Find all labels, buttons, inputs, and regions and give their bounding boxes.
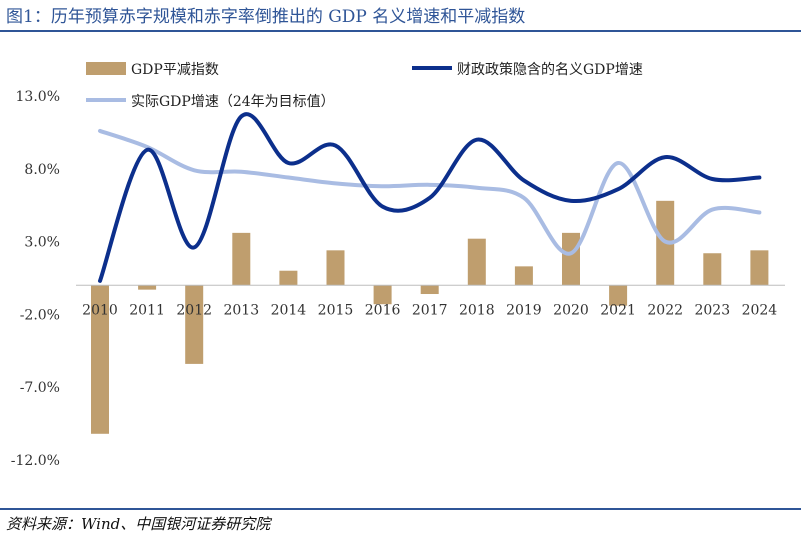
x-tick-label: 2022 xyxy=(647,302,683,318)
deflator-bar xyxy=(467,238,486,286)
deflator-bar xyxy=(373,285,392,305)
footer-divider xyxy=(0,508,801,510)
deflator-bar xyxy=(138,285,157,290)
chart-title: 图1：历年预算赤字规模和赤字率倒推出的 GDP 名义增速和平减指数 xyxy=(6,7,526,27)
deflator-bar xyxy=(326,250,345,286)
x-tick-label: 2017 xyxy=(412,302,448,318)
y-tick-label: -12.0% xyxy=(11,453,60,469)
deflator-bar xyxy=(750,250,769,286)
deflator-bar xyxy=(562,232,580,286)
x-tick-label: 2024 xyxy=(742,302,778,318)
x-tick-label: 2011 xyxy=(129,302,165,318)
x-tick-label: 2010 xyxy=(82,302,118,318)
x-tick-label: 2014 xyxy=(271,302,307,318)
title-divider xyxy=(0,30,801,32)
legend-label-nominal: 财政政策隐含的名义GDP增速 xyxy=(457,61,643,78)
deflator-bar xyxy=(91,285,109,434)
source-note: 资料来源：Wind、中国银河证券研究院 xyxy=(6,515,271,533)
bar-series xyxy=(91,200,769,434)
legend-swatch-deflator xyxy=(86,62,126,75)
real-gdp-growth-line xyxy=(98,128,762,256)
x-tick-labels: 2010 2011 2012 2013 2014 2015 2016 2017 2018 2019… xyxy=(82,302,777,318)
deflator-bar xyxy=(514,266,533,286)
y-tick-label: 13.0% xyxy=(16,89,60,105)
y-tick-label: -7.0% xyxy=(20,380,60,396)
deflator-bar xyxy=(279,270,298,286)
x-tick-label: 2016 xyxy=(365,302,401,318)
deflator-bar xyxy=(703,253,722,286)
x-tick-label: 2012 xyxy=(176,302,212,318)
deflator-bar xyxy=(609,285,628,306)
deflator-bar xyxy=(185,285,204,364)
implied-nominal-gdp-line xyxy=(98,112,762,283)
x-tick-label: 2023 xyxy=(694,302,730,318)
x-tick-label: 2015 xyxy=(318,302,354,318)
y-tick-label: 8.0% xyxy=(24,162,60,178)
x-tick-label: 2018 xyxy=(459,302,495,318)
x-tick-label: 2019 xyxy=(506,302,542,318)
legend-label-deflator: GDP平减指数 xyxy=(131,62,219,78)
x-tick-label: 2020 xyxy=(553,302,589,318)
y-tick-labels: 13.0% 8.0% 3.0% -2.0% -7.0% -12.0% xyxy=(11,89,60,469)
x-tick-label: 2013 xyxy=(223,302,259,318)
y-tick-label: -2.0% xyxy=(20,307,60,323)
legend: GDP平减指数 财政政策隐含的名义GDP增速 实际GDP增速（24年为目标值） xyxy=(86,61,643,110)
y-tick-label: 3.0% xyxy=(24,235,60,251)
deflator-bar xyxy=(232,232,251,286)
legend-label-real: 实际GDP增速（24年为目标值） xyxy=(131,94,335,110)
x-tick-label: 2021 xyxy=(600,302,636,318)
deflator-bar xyxy=(420,285,439,295)
